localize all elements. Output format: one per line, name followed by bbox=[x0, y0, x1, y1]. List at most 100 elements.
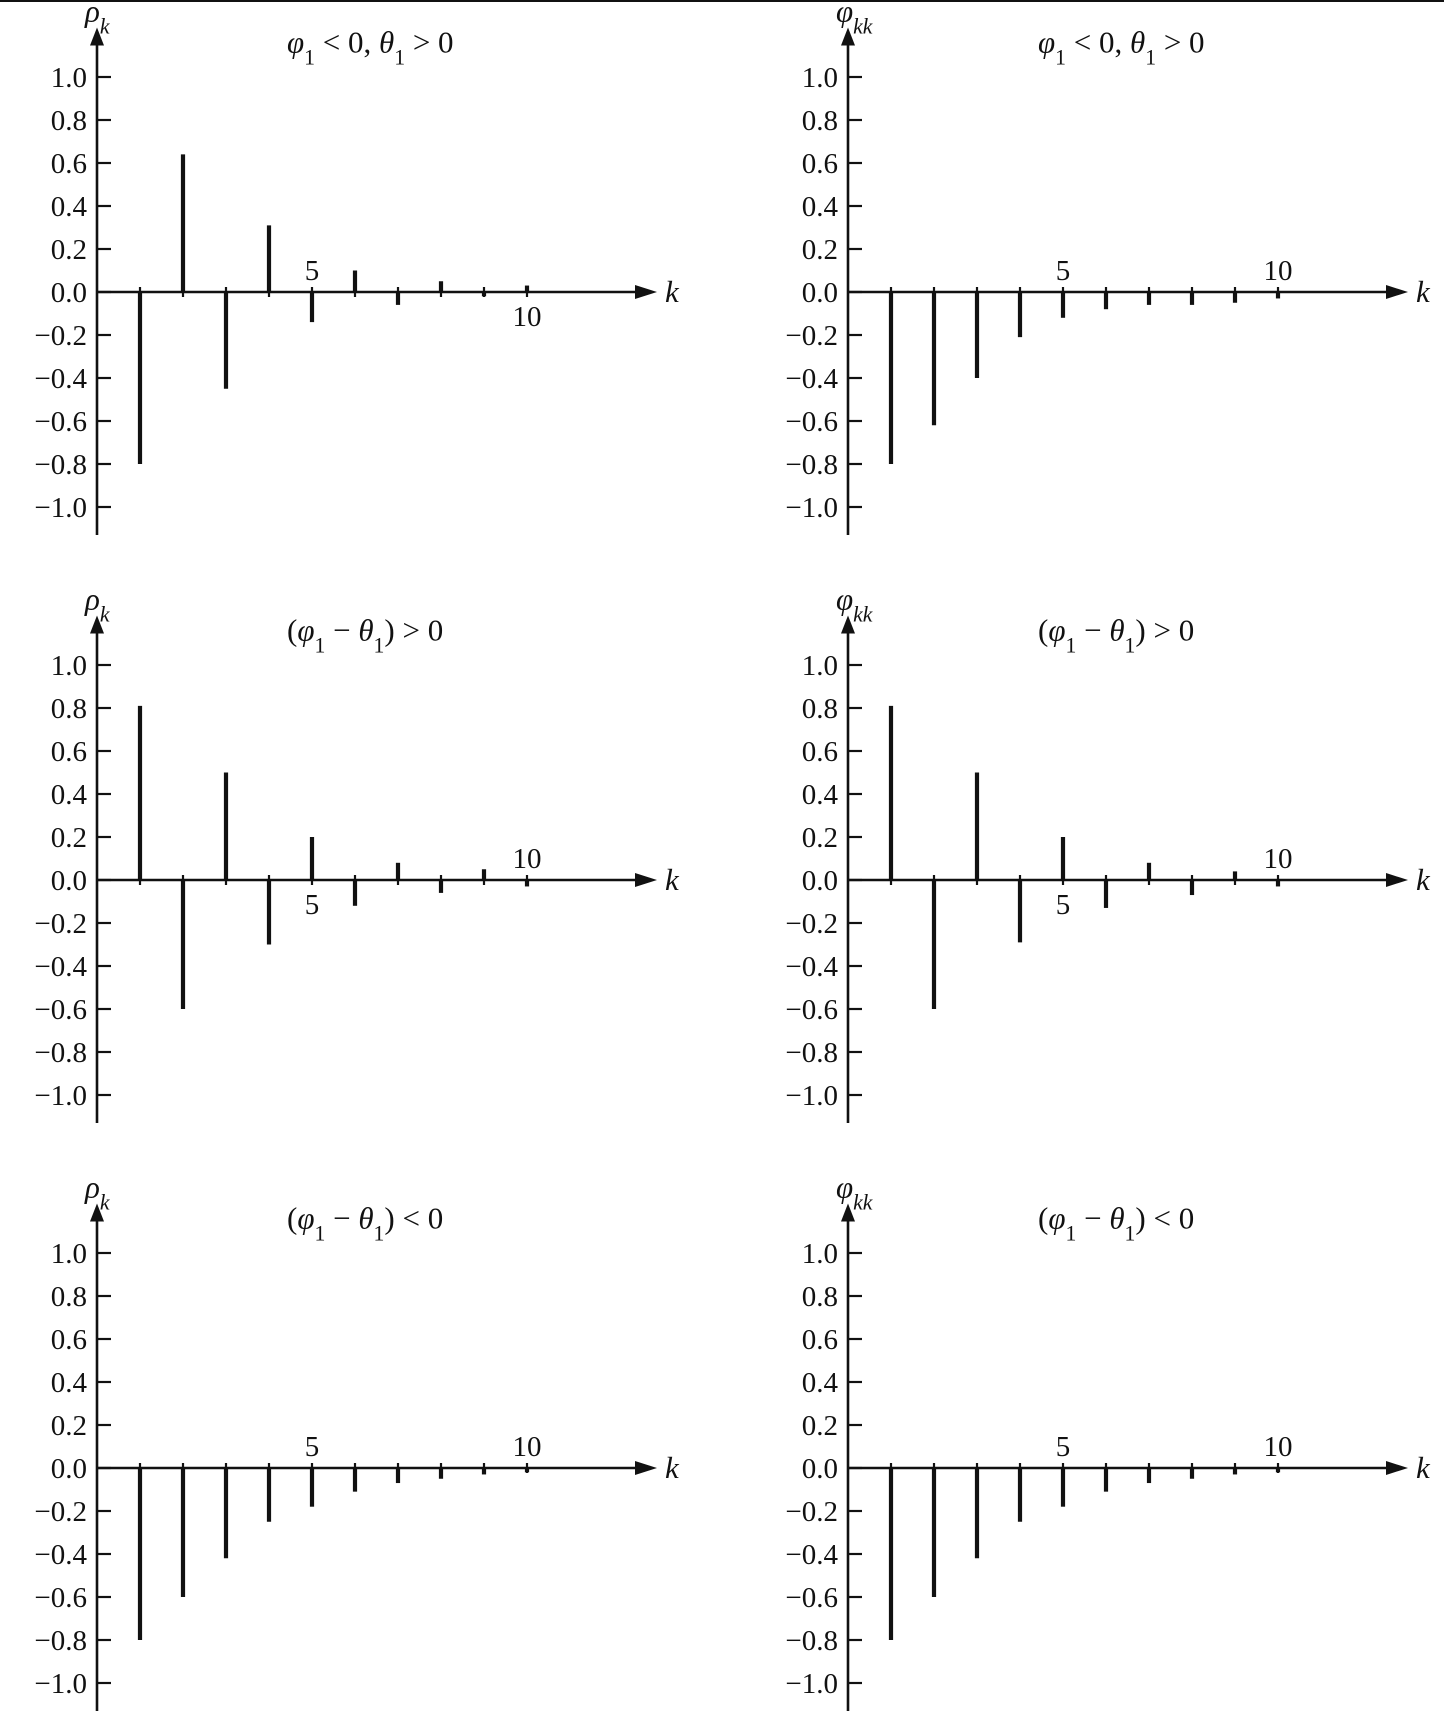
y-tick-label: −1.0 bbox=[785, 492, 838, 524]
y-axis-label: φkk bbox=[836, 582, 873, 627]
y-tick-label: −0.4 bbox=[785, 363, 838, 395]
x-axis-label: k bbox=[665, 1450, 680, 1485]
x-axis-arrow bbox=[1386, 285, 1408, 299]
x-axis-label: k bbox=[1416, 274, 1431, 309]
y-tick-label: −0.8 bbox=[785, 1625, 838, 1657]
x-tick-label: 5 bbox=[305, 1431, 320, 1463]
y-tick-label: −0.6 bbox=[34, 1582, 87, 1614]
chart-title: (φ1 − θ1) > 0 bbox=[1038, 613, 1194, 658]
y-tick-label: 0.2 bbox=[802, 1410, 838, 1442]
y-tick-label: −0.2 bbox=[34, 908, 87, 940]
y-axis-label: ρk bbox=[84, 0, 110, 39]
y-tick-label: 1.0 bbox=[802, 650, 838, 682]
y-tick-label: 1.0 bbox=[51, 650, 87, 682]
x-tick-label: 10 bbox=[1264, 1431, 1293, 1463]
x-axis-arrow bbox=[635, 285, 657, 299]
x-tick-label: 10 bbox=[513, 843, 542, 875]
y-tick-label: 0.8 bbox=[802, 1281, 838, 1313]
y-tick-label: −0.8 bbox=[34, 1037, 87, 1069]
chart-panel-2: 1.0 0.8 0.6 0.4 0.2 0.0 −0.2 −0.4 −0.6 −0.8 −1.0 5 1… bbox=[785, 0, 1431, 535]
y-tick-label: 0.8 bbox=[51, 1281, 87, 1313]
y-tick-label: 0.4 bbox=[802, 191, 839, 223]
x-tick-label: 5 bbox=[305, 889, 320, 921]
y-tick-label: −0.2 bbox=[785, 320, 838, 352]
y-tick-label: 0.2 bbox=[802, 822, 838, 854]
y-tick-label: 0.6 bbox=[51, 148, 87, 180]
y-tick-label: 0.4 bbox=[51, 779, 88, 811]
y-axis-arrow bbox=[90, 1203, 104, 1222]
y-tick-label: −0.2 bbox=[34, 1496, 87, 1528]
y-tick-label: 0.6 bbox=[802, 736, 838, 768]
y-axis-arrow bbox=[90, 615, 104, 634]
y-tick-label: −1.0 bbox=[34, 1668, 87, 1700]
x-tick-label: 5 bbox=[1056, 1431, 1071, 1463]
y-tick-label: 0.0 bbox=[802, 1453, 838, 1485]
y-tick-label: −0.8 bbox=[34, 1625, 87, 1657]
y-tick-label: 0.0 bbox=[51, 1453, 87, 1485]
x-axis-arrow bbox=[1386, 1461, 1408, 1475]
y-tick-label: 0.2 bbox=[51, 822, 87, 854]
y-axis-arrow bbox=[841, 27, 855, 46]
chart-title: φ1 < 0, θ1 > 0 bbox=[287, 25, 454, 70]
chart-title: (φ1 − θ1) < 0 bbox=[1038, 1201, 1194, 1246]
y-tick-label: −0.2 bbox=[785, 908, 838, 940]
y-tick-label: 0.6 bbox=[51, 736, 87, 768]
y-tick-label: −1.0 bbox=[34, 1080, 87, 1112]
y-axis-label: ρk bbox=[84, 1170, 110, 1215]
y-tick-label: 0.0 bbox=[51, 865, 87, 897]
chart-title: (φ1 − θ1) > 0 bbox=[287, 613, 443, 658]
y-tick-label: −0.4 bbox=[34, 1539, 87, 1571]
x-tick-label: 10 bbox=[1264, 843, 1293, 875]
x-axis-label: k bbox=[1416, 862, 1431, 897]
chart-panel-3: 1.0 0.8 0.6 0.4 0.2 0.0 −0.2 −0.4 −0.6 −0.8 −1.0 5 1… bbox=[34, 582, 680, 1123]
y-tick-label: −0.8 bbox=[785, 1037, 838, 1069]
y-axis-arrow bbox=[841, 615, 855, 634]
x-tick-label: 5 bbox=[1056, 255, 1071, 287]
y-tick-label: 0.8 bbox=[51, 693, 87, 725]
y-tick-label: 0.6 bbox=[802, 148, 838, 180]
y-tick-label: −0.4 bbox=[785, 951, 838, 983]
x-tick-label: 10 bbox=[513, 1431, 542, 1463]
y-tick-label: −0.2 bbox=[785, 1496, 838, 1528]
y-tick-label: 0.0 bbox=[51, 277, 87, 309]
chart-title: (φ1 − θ1) < 0 bbox=[287, 1201, 443, 1246]
y-tick-label: −0.4 bbox=[34, 363, 87, 395]
y-tick-label: 0.8 bbox=[51, 105, 87, 137]
y-tick-label: −0.6 bbox=[34, 406, 87, 438]
y-tick-label: −0.6 bbox=[34, 994, 87, 1026]
y-tick-label: 0.6 bbox=[51, 1324, 87, 1356]
y-axis-label: φkk bbox=[836, 0, 873, 39]
y-tick-label: 0.6 bbox=[802, 1324, 838, 1356]
y-tick-label: 0.4 bbox=[51, 1367, 88, 1399]
y-tick-label: 1.0 bbox=[802, 62, 838, 94]
chart-title: φ1 < 0, θ1 > 0 bbox=[1038, 25, 1205, 70]
y-tick-label: −0.8 bbox=[785, 449, 838, 481]
x-tick-label: 10 bbox=[1264, 255, 1293, 287]
y-tick-label: 0.4 bbox=[51, 191, 88, 223]
y-tick-label: −1.0 bbox=[785, 1080, 838, 1112]
y-tick-label: 0.0 bbox=[802, 277, 838, 309]
y-tick-label: 0.2 bbox=[51, 234, 87, 266]
x-axis-label: k bbox=[665, 274, 680, 309]
y-tick-label: 0.4 bbox=[802, 779, 839, 811]
y-tick-label: −0.8 bbox=[34, 449, 87, 481]
y-tick-label: 0.0 bbox=[802, 865, 838, 897]
y-tick-label: −0.6 bbox=[785, 406, 838, 438]
y-tick-label: −1.0 bbox=[34, 492, 87, 524]
y-axis-arrow bbox=[841, 1203, 855, 1222]
y-tick-label: 0.8 bbox=[802, 105, 838, 137]
y-tick-label: −0.6 bbox=[785, 1582, 838, 1614]
x-axis-arrow bbox=[635, 1461, 657, 1475]
x-axis-arrow bbox=[1386, 873, 1408, 887]
y-tick-label: 0.8 bbox=[802, 693, 838, 725]
y-tick-label: 0.2 bbox=[51, 1410, 87, 1442]
x-axis-arrow bbox=[635, 873, 657, 887]
y-tick-label: 1.0 bbox=[802, 1238, 838, 1270]
chart-panel-5: 1.0 0.8 0.6 0.4 0.2 0.0 −0.2 −0.4 −0.6 −0.8 −1.0 5 1… bbox=[34, 1170, 680, 1711]
y-tick-label: 0.2 bbox=[802, 234, 838, 266]
y-tick-label: −1.0 bbox=[785, 1668, 838, 1700]
y-tick-label: 1.0 bbox=[51, 62, 87, 94]
y-tick-label: 1.0 bbox=[51, 1238, 87, 1270]
x-tick-label: 5 bbox=[305, 255, 320, 287]
y-axis-label: ρk bbox=[84, 582, 110, 627]
